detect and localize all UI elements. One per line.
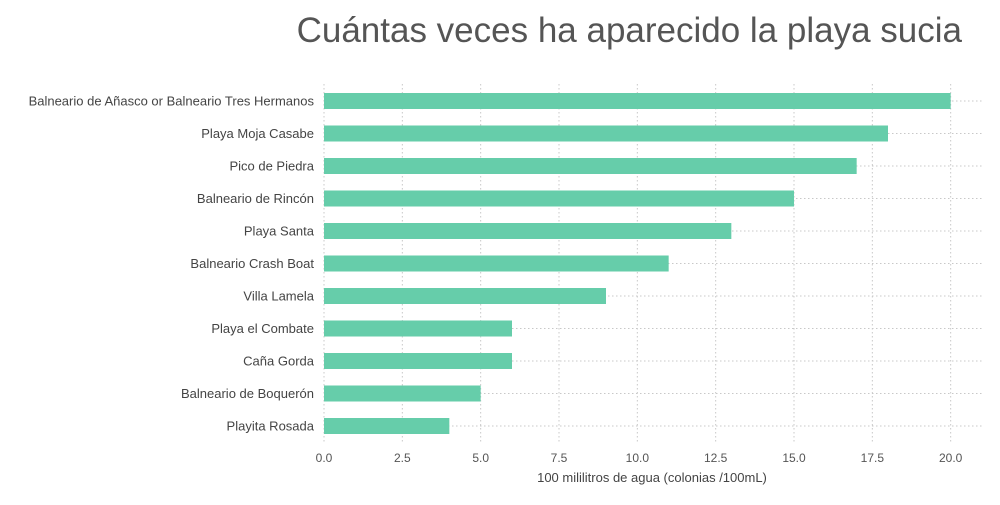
bar [324,158,857,174]
x-tick-label: 15.0 [782,451,806,465]
x-tick-label: 7.5 [551,451,568,465]
category-label: Villa Lamela [243,289,314,304]
category-label: Balneario de Añasco or Balneario Tres He… [29,94,315,109]
category-label: Playa Moja Casabe [201,126,314,141]
category-label: Playa el Combate [211,321,314,336]
x-axis-label: 100 mililitros de agua (colonias /100mL) [537,470,767,485]
category-label: Playita Rosada [227,419,315,434]
x-tick-label: 17.5 [861,451,885,465]
category-label: Balneario de Boquerón [181,386,314,401]
bar [324,385,481,402]
category-label: Pico de Piedra [229,159,314,174]
category-label: Balneario de Rincón [197,191,314,206]
category-label: Balneario Crash Boat [190,256,314,271]
bar [324,125,888,142]
bar-layer [324,93,951,434]
x-tick-labels: 0.0 2.5 5.0 7.5 10.0 12.5 15.0 17.5 20.0 [316,451,963,465]
bar [324,223,732,239]
bar [324,353,512,369]
bar [324,288,606,304]
category-labels: Balneario de Añasco or Balneario Tres He… [29,94,315,434]
x-tick-label: 20.0 [939,451,963,465]
x-tick-label: 10.0 [626,451,650,465]
bar [324,190,794,207]
bar [324,320,512,337]
x-tick-label: 5.0 [472,451,489,465]
category-label: Caña Gorda [243,354,315,369]
chart-title: Cuántas veces ha aparecido la playa suci… [297,11,963,50]
category-label: Playa Santa [244,224,315,239]
x-tick-label: 12.5 [704,451,728,465]
bar [324,93,951,109]
bar [324,418,450,434]
bar [324,255,669,272]
x-tick-label: 0.0 [316,451,333,465]
x-tick-label: 2.5 [394,451,411,465]
